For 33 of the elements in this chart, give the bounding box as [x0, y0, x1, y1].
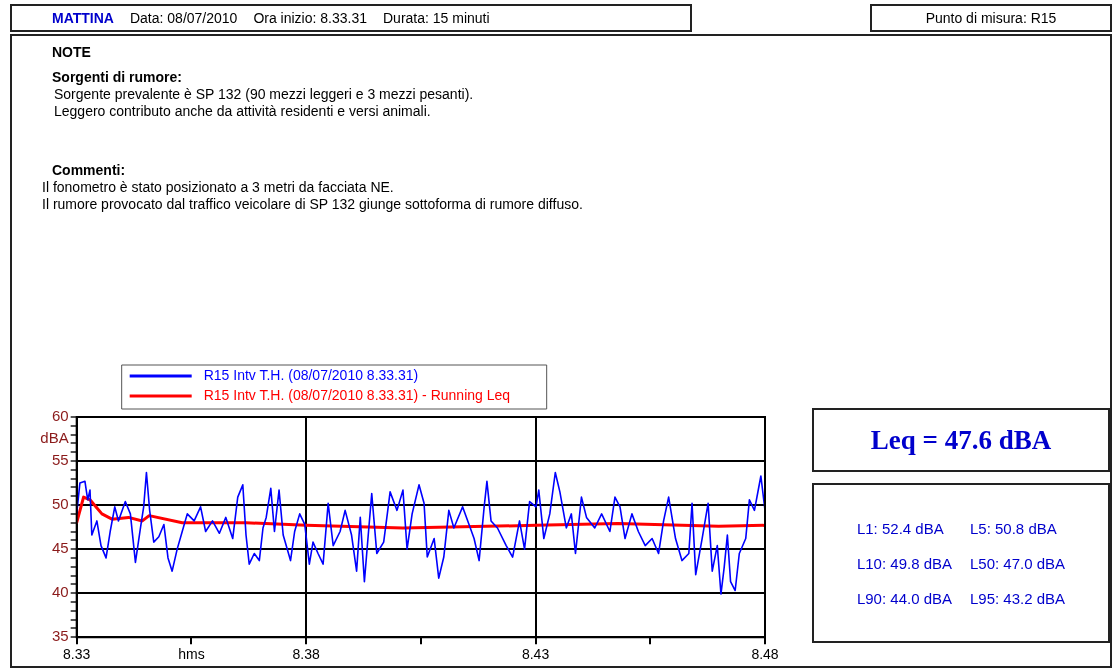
x-tick-label: 8.33	[63, 646, 91, 663]
y-tick-label: 35	[52, 627, 69, 645]
x-tick-label: 8.43	[521, 646, 550, 663]
text: L5: 50.8 dBA	[970, 519, 1058, 537]
text: L10: 49.8 dBA	[856, 554, 952, 572]
text: NOTE	[52, 44, 92, 61]
text: Leq = 47.6 dBA	[870, 424, 1052, 456]
text: Leggero contributo anche da attività residenti e versi animali.	[54, 103, 432, 120]
y-tick-label: 50	[52, 495, 69, 513]
text: L1: 52.4 dBA	[856, 519, 945, 537]
y-tick-label: 55	[52, 451, 69, 469]
legend-label: R15 Intv T.H. (08/07/2010 8.33.31) - Running Leq	[203, 386, 511, 403]
y-tick-label: 40	[52, 583, 69, 601]
text: L50: 47.0 dBA	[970, 554, 1066, 572]
x-tick-label: 8.48	[751, 646, 779, 663]
text: Sorgenti di rumore:	[52, 69, 183, 86]
y-axis-title: dBA	[40, 429, 69, 447]
text: Data: 08/07/2010	[129, 10, 238, 26]
text: Il rumore provocato dal traffico veicolare di SP 132 giunge sottoforma di rumore diffuso.	[42, 196, 583, 213]
text: Durata: 15 minuti	[383, 10, 490, 26]
y-tick-label: 45	[52, 539, 69, 557]
legend-label: R15 Intv T.H. (08/07/2010 8.33.31)	[203, 366, 419, 383]
x-tick-label: 8.38	[292, 646, 320, 663]
text: L95: 43.2 dBA	[970, 589, 1066, 607]
text: L90: 44.0 dBA	[856, 589, 952, 607]
text: MATTINA	[52, 10, 114, 26]
text: Il fonometro è stato posizionato a 3 metri da facciata NE.	[42, 179, 395, 196]
text: Ora inizio: 8.33.31	[253, 10, 367, 26]
text: Punto di misura: R15	[925, 10, 1057, 26]
text: Commenti:	[52, 162, 127, 179]
text: Sorgente prevalente è SP 132 (90 mezzi leggeri e 3 mezzi pesanti).	[54, 86, 475, 103]
x-axis-title: hms	[178, 646, 205, 663]
y-tick-label: 60	[52, 407, 69, 425]
